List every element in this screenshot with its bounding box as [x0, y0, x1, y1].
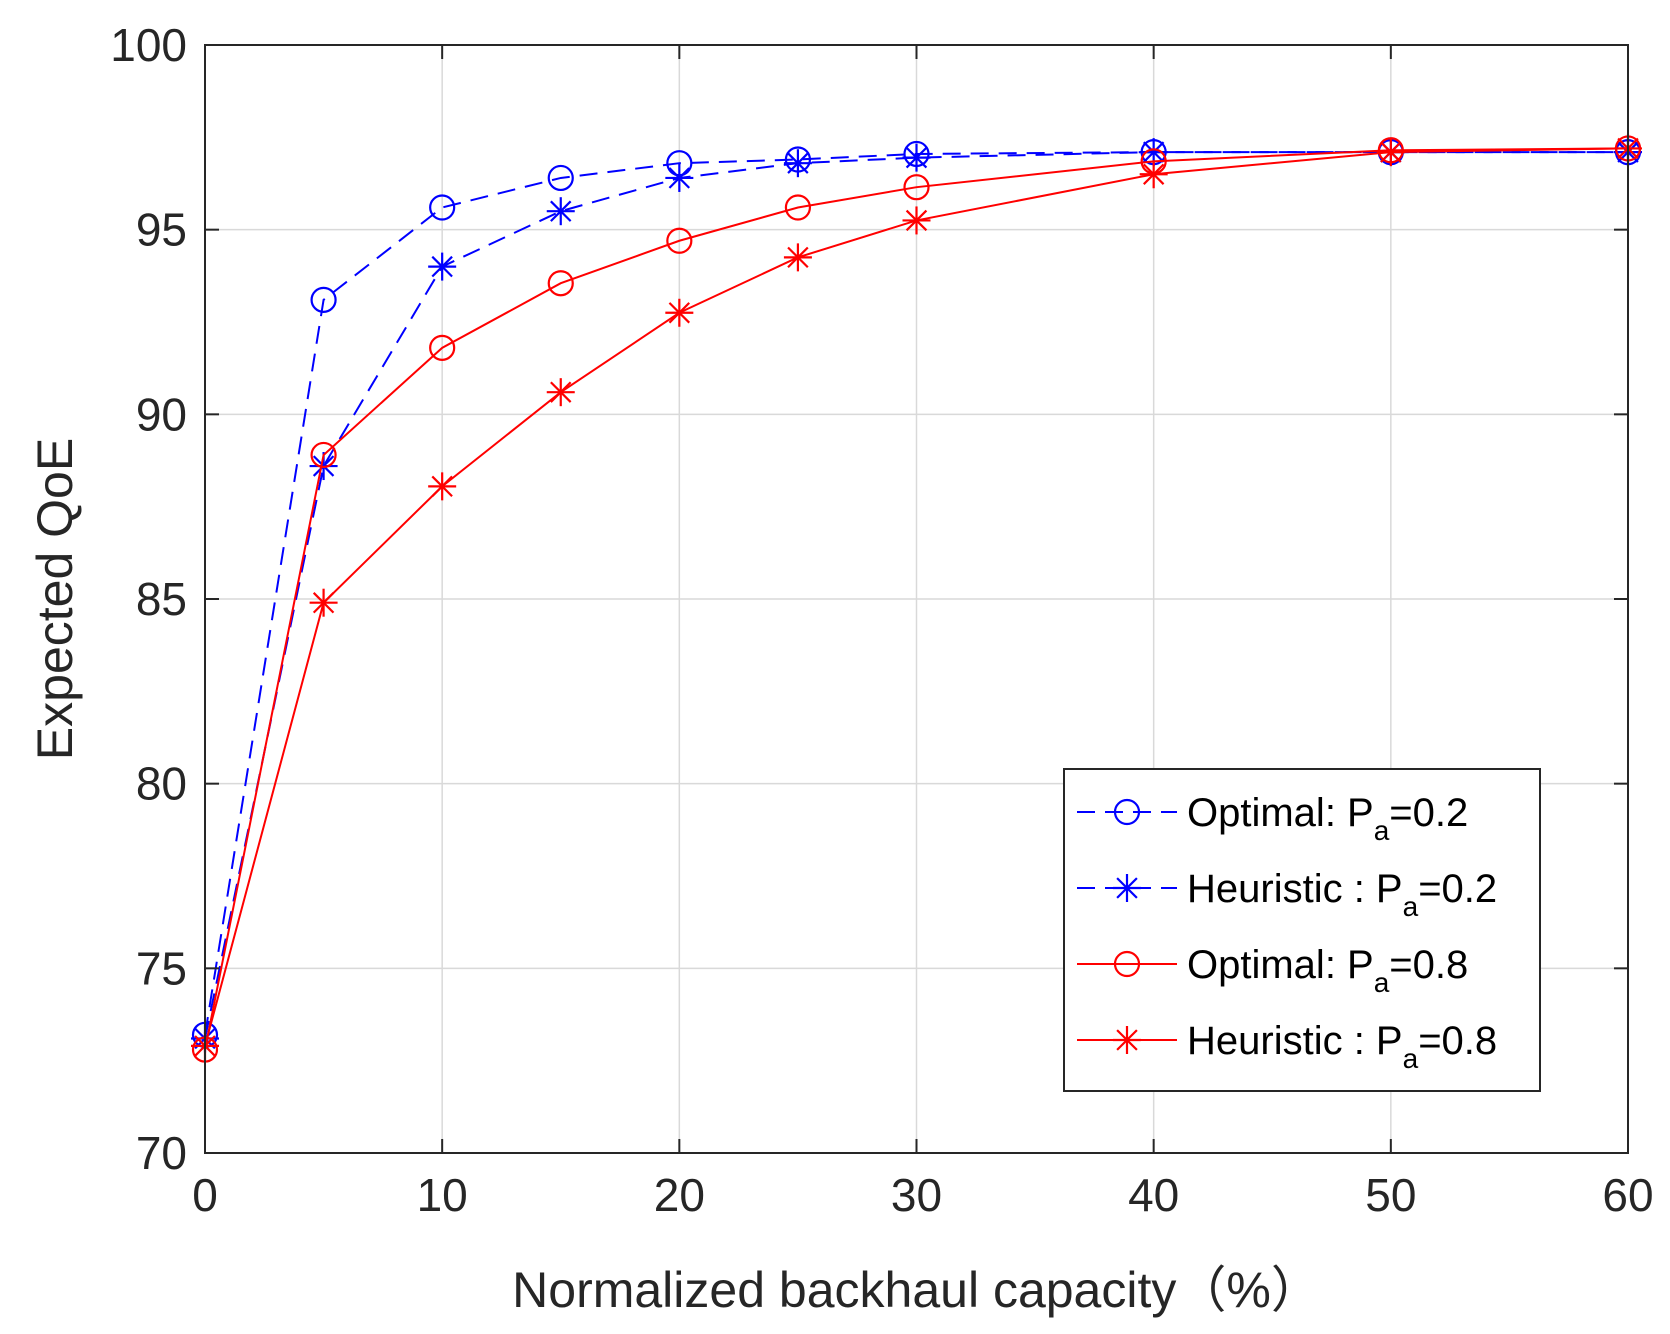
y-tick-label: 100	[110, 19, 187, 71]
data-point	[428, 472, 457, 501]
y-tick-label: 75	[136, 942, 187, 994]
x-tick-label: 60	[1602, 1169, 1653, 1221]
data-point	[309, 588, 338, 617]
x-tick-label: 0	[192, 1169, 218, 1221]
legend-label: Optimal: Pa=0.8	[1187, 943, 1468, 998]
legend-entry: Optimal: Pa=0.8	[1077, 943, 1468, 998]
y-tick-label: 85	[136, 573, 187, 625]
legend-entry: Heuristic : Pa=0.8	[1077, 1019, 1497, 1074]
marker-stroke	[668, 167, 691, 189]
y-tick-label: 90	[136, 388, 187, 440]
data-point	[546, 378, 575, 407]
legend-label: Heuristic : Pa=0.2	[1187, 867, 1497, 922]
legend-entry: Optimal: Pa=0.2	[1077, 791, 1468, 846]
y-axis-title: Expected QoE	[27, 438, 83, 760]
series-group	[191, 134, 1642, 1063]
legend-label: Optimal: Pa=0.2	[1187, 791, 1468, 846]
y-tick-label: 70	[136, 1127, 187, 1179]
legend-marker	[1113, 950, 1141, 978]
data-point	[429, 194, 456, 221]
x-tick-label: 30	[891, 1169, 942, 1221]
legend-entry: Heuristic : Pa=0.2	[1077, 867, 1497, 922]
legend-marker	[1113, 1026, 1141, 1054]
marker-stroke	[787, 246, 809, 269]
data-point	[903, 174, 930, 201]
marker-stroke	[1116, 1029, 1138, 1051]
legend-box	[1063, 768, 1541, 1092]
data-point	[665, 163, 694, 192]
marker-stroke	[550, 200, 572, 222]
marker-stroke	[905, 209, 928, 232]
series-line	[204, 151, 1628, 1035]
series-line	[204, 147, 1629, 1050]
data-point	[666, 227, 693, 254]
marker-stroke	[905, 146, 928, 169]
x-axis-title: Normalized backhaul capacity（%）	[512, 1262, 1321, 1318]
data-point	[1376, 138, 1405, 167]
data-point	[1139, 160, 1168, 189]
x-tick-label: 40	[1128, 1169, 1179, 1221]
series-3	[191, 135, 1642, 1063]
y-tick-label: 80	[136, 758, 187, 810]
x-tick-label: 20	[654, 1169, 705, 1221]
legend-marker	[1113, 874, 1141, 902]
data-point	[547, 164, 574, 192]
axis-ticks: 0 10 20 30 40 50 60 70 75 80 85 90 95 100	[110, 19, 1653, 1221]
series-line	[204, 147, 1629, 1047]
data-point	[428, 252, 457, 281]
legend: Optimal: Pa=0.2 Heuristic : Pa=0.2 Optimal…	[1063, 768, 1541, 1092]
data-point	[902, 143, 931, 172]
marker-stroke	[1142, 141, 1165, 163]
marker-stroke	[550, 381, 572, 403]
marker-stroke	[431, 475, 453, 498]
marker-stroke	[668, 302, 691, 324]
legend-marker	[1113, 798, 1141, 826]
data-point	[1139, 138, 1168, 167]
data-point	[429, 334, 456, 361]
marker-stroke	[312, 592, 335, 614]
legend-label: Heuristic : Pa=0.8	[1187, 1019, 1497, 1074]
data-point	[547, 270, 574, 297]
marker-stroke	[1142, 163, 1165, 185]
marker-stroke	[1380, 141, 1402, 163]
data-point	[783, 243, 812, 272]
data-point	[310, 286, 337, 313]
x-tick-label: 10	[417, 1169, 468, 1221]
data-point	[665, 298, 694, 327]
data-point	[902, 206, 931, 235]
data-point	[784, 194, 812, 221]
x-tick-label: 50	[1365, 1169, 1416, 1221]
y-tick-label: 95	[136, 204, 187, 256]
data-point	[546, 197, 575, 226]
marker-stroke	[787, 152, 809, 174]
series-line	[204, 151, 1628, 1039]
marker-stroke	[1116, 877, 1138, 899]
series-2	[191, 138, 1642, 1053]
data-point	[310, 441, 337, 469]
marker-stroke	[431, 255, 453, 278]
data-point	[783, 149, 812, 178]
